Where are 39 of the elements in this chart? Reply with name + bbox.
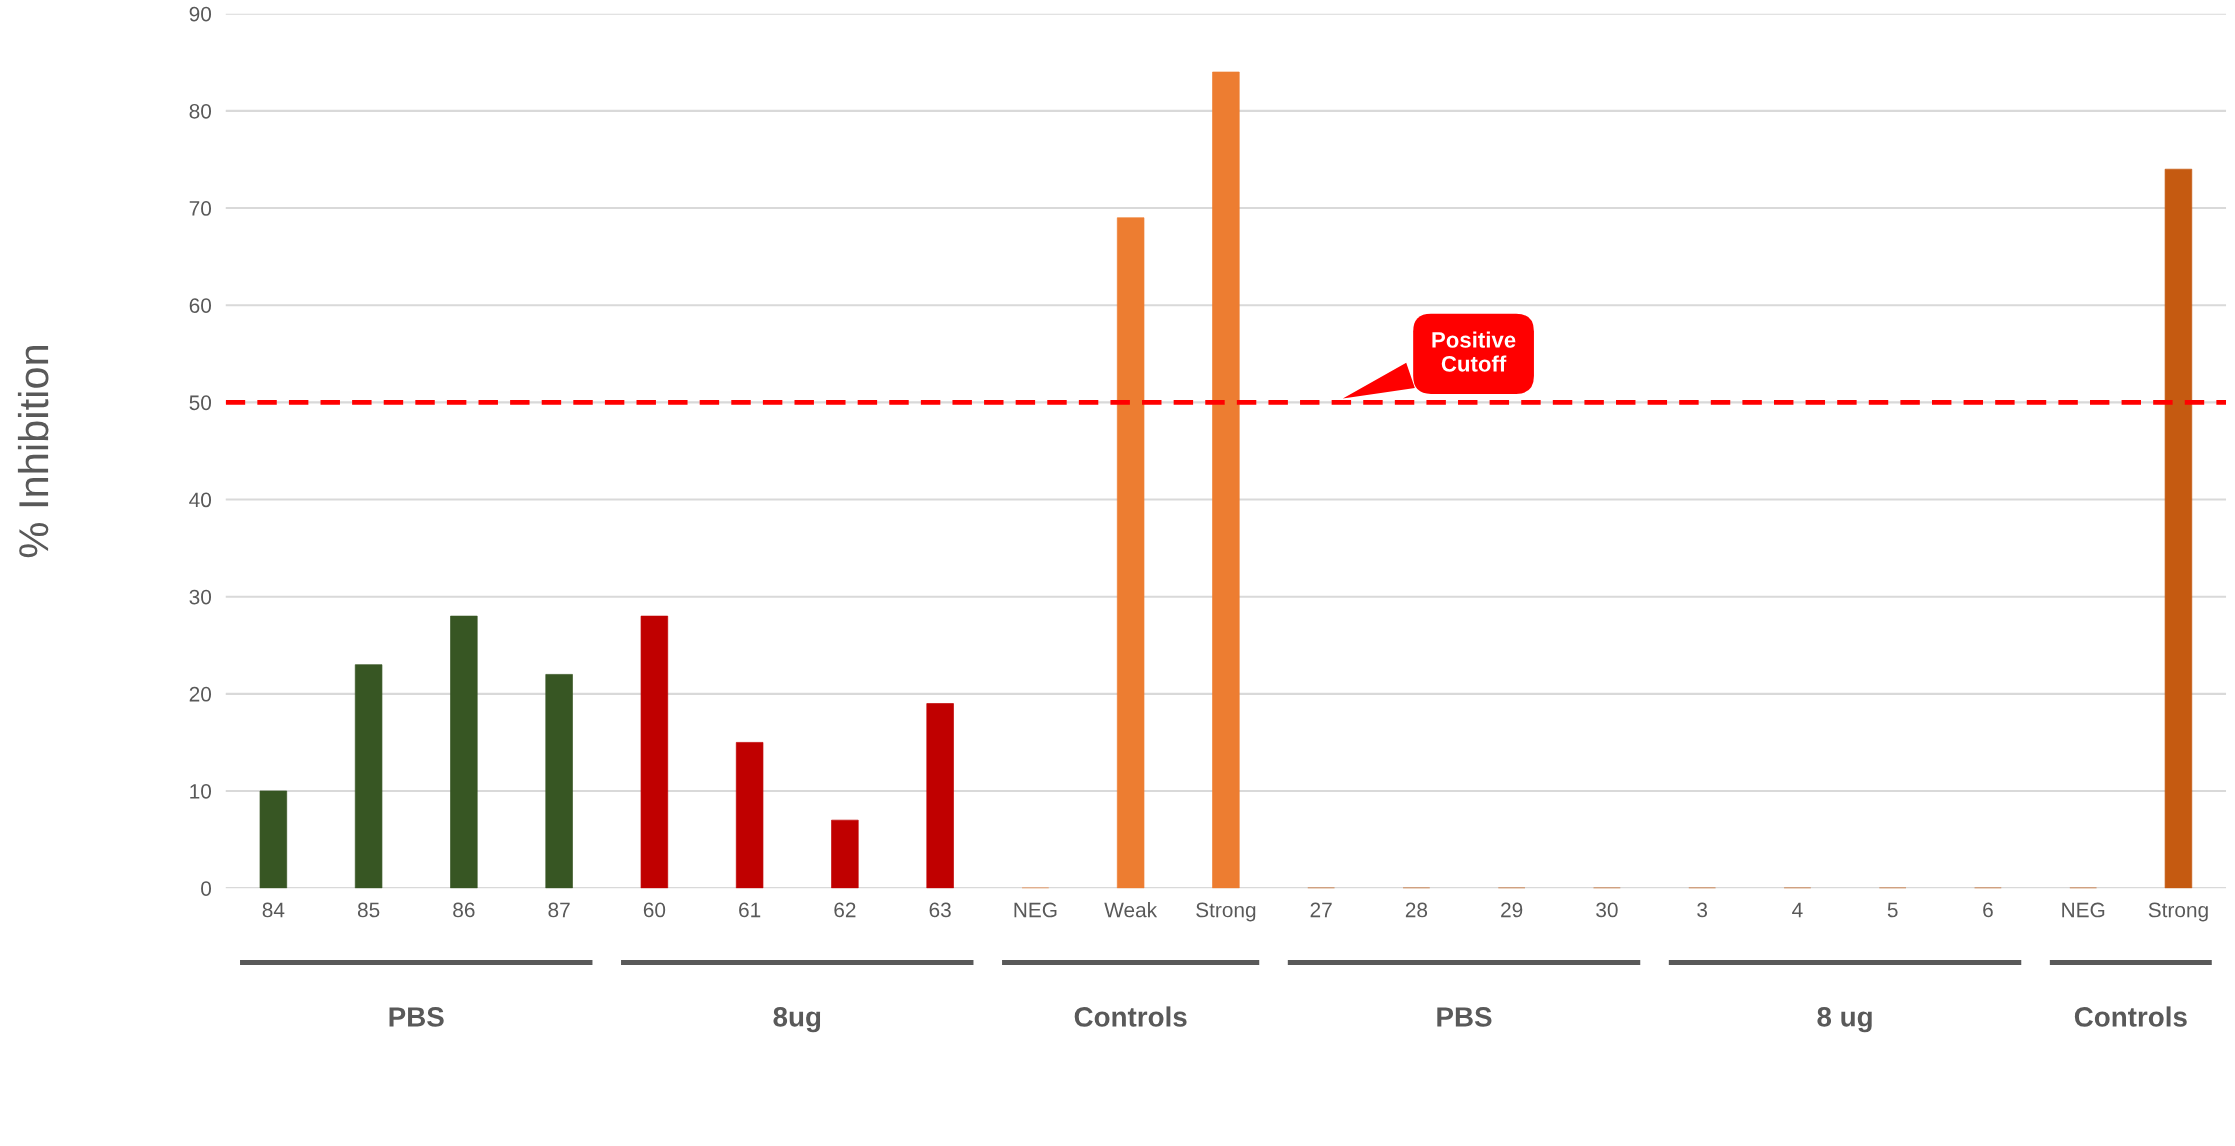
x-tick-label: NEG <box>2062 902 2105 918</box>
y-tick-label: 40 <box>189 492 212 508</box>
x-tick-label: 29 <box>1501 902 1523 918</box>
y-tick-label: 90 <box>189 6 212 22</box>
y-tick-label: 60 <box>189 298 212 313</box>
x-tick-label: 86 <box>453 902 475 918</box>
y-tick-label: 20 <box>189 686 212 702</box>
x-tick-label: 3 <box>1697 902 1708 918</box>
x-tick-label: Strong <box>1196 902 1256 922</box>
y-tick-label: 80 <box>189 103 212 119</box>
x-tick-label: 30 <box>1596 902 1618 918</box>
x-tick-label: 61 <box>739 902 761 918</box>
x-tick-label: Weak <box>1104 902 1158 918</box>
y-axis-title: % Inhibition <box>17 345 49 558</box>
text: Controls <box>1074 1006 1187 1027</box>
x-tick-label: 62 <box>834 902 856 918</box>
text: 8 ug <box>1817 1006 1872 1033</box>
ref-line-label: Positive Cutoff <box>1432 331 1516 372</box>
x-tick-label: 27 <box>1310 902 1332 918</box>
y-tick-label: 0 <box>201 881 212 896</box>
x-tick-label: 5 <box>1887 902 1898 918</box>
text: 8ug <box>773 1006 821 1033</box>
x-tick-label: 4 <box>1792 902 1803 918</box>
x-tick-label: 63 <box>929 902 951 918</box>
x-tick-label: 84 <box>262 902 285 918</box>
text: Controls <box>2074 1006 2187 1027</box>
x-tick-label: 60 <box>643 902 666 918</box>
x-tick-label: Strong <box>2148 902 2208 922</box>
text: PBS <box>389 1007 444 1027</box>
x-tick-label: 87 <box>548 902 570 918</box>
x-tick-label: 6 <box>1983 902 1993 918</box>
y-tick-label: 10 <box>190 784 212 799</box>
x-tick-label: 28 <box>1405 902 1428 918</box>
x-tick-label: 85 <box>357 902 380 918</box>
text: PBS <box>1437 1007 1492 1027</box>
y-tick-label: 30 <box>189 589 212 605</box>
x-tick-label: NEG <box>1014 902 1057 918</box>
y-tick-label: 70 <box>189 201 212 216</box>
y-tick-label: 50 <box>189 395 212 411</box>
